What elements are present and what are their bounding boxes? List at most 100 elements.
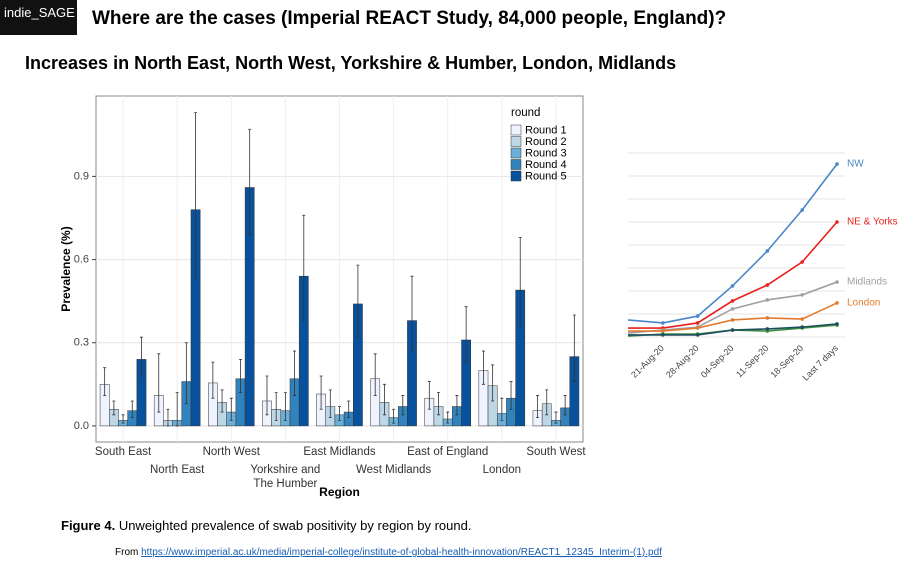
legend-swatch bbox=[510, 136, 522, 147]
y-tick-label: 0.6 bbox=[74, 253, 89, 265]
x-tick-label: East of England bbox=[407, 446, 488, 458]
caption-text: Unweighted prevalence of swab positivity… bbox=[118, 518, 472, 533]
legend-swatch bbox=[510, 170, 522, 182]
error-bar bbox=[302, 214, 306, 321]
x-tick-label: London bbox=[483, 464, 521, 476]
point bbox=[765, 298, 770, 302]
point bbox=[800, 325, 804, 329]
point bbox=[730, 284, 735, 288]
point bbox=[800, 293, 804, 297]
error-bar bbox=[572, 314, 576, 382]
y-tick-label: 0.0 bbox=[74, 420, 89, 432]
legend-swatch bbox=[510, 159, 522, 170]
source-prefix: From bbox=[115, 547, 139, 558]
error-bar bbox=[211, 361, 215, 399]
error-bar bbox=[293, 350, 297, 396]
point bbox=[765, 249, 770, 253]
figure-caption: Figure 4. Unweighted prevalence of swab … bbox=[61, 518, 471, 533]
point bbox=[835, 301, 839, 305]
trend-line bbox=[628, 221, 838, 329]
series-label: Midlands bbox=[847, 277, 887, 288]
source-link[interactable]: https://www.imperial.ac.uk/media/imperia… bbox=[141, 547, 662, 558]
point bbox=[835, 220, 839, 224]
x-tick-label: 18-Sep-20 bbox=[768, 343, 805, 380]
x-axis-label: Region bbox=[319, 485, 360, 499]
x-tick-label: West Midlands bbox=[356, 464, 431, 476]
point bbox=[730, 307, 735, 311]
error-bar bbox=[536, 395, 540, 419]
y-tick-label: 0.9 bbox=[74, 170, 89, 182]
error-bar bbox=[248, 128, 252, 236]
point bbox=[765, 327, 770, 331]
error-bar bbox=[112, 400, 116, 416]
legend-swatch bbox=[510, 147, 522, 159]
legend-label: Round 3 bbox=[525, 147, 567, 159]
x-tick-label: North East bbox=[150, 464, 205, 476]
error-bar bbox=[347, 400, 351, 419]
error-bar bbox=[410, 275, 414, 352]
error-bar bbox=[274, 392, 278, 421]
point bbox=[661, 329, 665, 333]
error-bar bbox=[446, 411, 450, 424]
point bbox=[695, 321, 700, 325]
error-bar bbox=[464, 306, 468, 363]
error-bar bbox=[427, 381, 431, 410]
x-tick-label: North West bbox=[203, 446, 261, 458]
point bbox=[765, 283, 770, 287]
caption-label: Figure 4. bbox=[61, 518, 116, 533]
point bbox=[730, 328, 735, 332]
y-tick-label: 0.3 bbox=[74, 337, 89, 349]
legend-title: round bbox=[511, 107, 540, 119]
error-bar bbox=[121, 414, 125, 424]
error-bar bbox=[545, 389, 549, 416]
series-label: London bbox=[847, 298, 880, 309]
error-bar bbox=[139, 336, 143, 377]
error-bar bbox=[130, 400, 134, 419]
legend-label: Round 4 bbox=[525, 159, 567, 171]
point bbox=[800, 208, 804, 212]
error-bar bbox=[338, 406, 341, 421]
slide-subtitle: Increases in North East, North West, Yor… bbox=[25, 53, 677, 73]
error-bar bbox=[265, 375, 269, 416]
error-bar bbox=[491, 364, 495, 402]
error-bar bbox=[382, 383, 386, 416]
point bbox=[800, 317, 804, 321]
point bbox=[695, 314, 700, 318]
error-bar bbox=[518, 236, 522, 327]
error-bar bbox=[437, 392, 441, 416]
source: From https://www.imperial.ac.uk/media/im… bbox=[115, 547, 662, 558]
error-bar bbox=[373, 353, 377, 396]
error-bar bbox=[401, 395, 405, 416]
series-label: NW bbox=[847, 159, 864, 170]
point bbox=[730, 299, 735, 303]
legend-swatch bbox=[510, 124, 522, 136]
x-tick-label: 28-Aug-20 bbox=[664, 343, 701, 380]
logo: indie_SAGE bbox=[0, 0, 77, 35]
error-bar bbox=[509, 381, 513, 410]
y-axis-label: Prevalence (%) bbox=[59, 226, 73, 311]
point bbox=[695, 333, 700, 337]
x-tick-label: 21-Aug-20 bbox=[629, 343, 666, 380]
point bbox=[835, 322, 839, 326]
x-tick-label: East Midlands bbox=[303, 446, 375, 458]
x-tick-label: 11-Sep-20 bbox=[734, 343, 770, 379]
x-tick-label: Last 7 days bbox=[800, 343, 840, 383]
error-bar bbox=[184, 342, 188, 405]
legend-label: Round 2 bbox=[525, 136, 567, 148]
legend-label: Round 5 bbox=[525, 170, 567, 182]
error-bar bbox=[238, 358, 242, 394]
point bbox=[800, 260, 804, 264]
x-tick-label: 04-Sep-20 bbox=[699, 343, 736, 380]
error-bar bbox=[157, 353, 161, 413]
error-bar bbox=[229, 397, 233, 421]
error-bar bbox=[283, 392, 287, 421]
point bbox=[695, 326, 700, 330]
point bbox=[730, 318, 735, 322]
point bbox=[835, 280, 839, 284]
point bbox=[765, 316, 770, 320]
error-bar bbox=[392, 408, 396, 424]
error-bar bbox=[554, 411, 558, 424]
error-bar bbox=[500, 397, 504, 421]
